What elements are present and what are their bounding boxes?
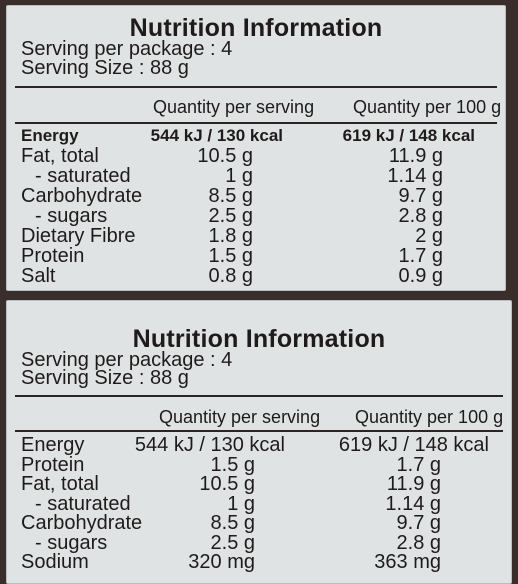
per-serving-value: 1.8 g [208,225,253,247]
nutrient-rows: Energy 544 kJ / 130 kcal 619 kJ / 148 kc… [21,126,495,286]
nutrient-label: Fat, total [21,145,99,167]
table-row: Protein 1.5 g 1.7 g [21,246,495,266]
table-row: Energy 544 kJ / 130 kcal 619 kJ / 148 kc… [21,435,501,455]
table-row: - saturated 1 g 1.14 g [21,166,495,186]
nutrient-label: - saturated [35,492,131,515]
per-serving-value: 0.8 g [208,265,253,287]
per-serving-value: 8.5 g [210,512,255,534]
table-row: Fat, total 10.5 g 11.9 g [21,474,501,494]
per-serving-value: 10.5 g [199,473,255,495]
table-row: - saturated 1 g 1.14 g [21,494,501,514]
per-100g-value: 9.7 g [398,185,443,207]
column-header-per-100g: Quantity per 100 g [353,97,502,117]
divider [15,86,497,88]
column-header-per-serving: Quantity per serving [159,407,321,427]
nutrient-label: Carbohydrate [21,512,143,534]
table-row: Salt 0.8 g 0.9 g [21,266,495,286]
per-serving-value: 320 mg [188,551,255,573]
nutrient-rows: Energy 544 kJ / 130 kcal 619 kJ / 148 kc… [21,435,501,572]
per-100g-value: 619 kJ / 148 kcal [342,126,475,145]
table-row: - sugars 2.5 g 2.8 g [21,206,495,226]
per-100g-value: 2.8 g [398,205,443,227]
per-serving-value: 8.5 g [208,185,253,207]
table-row: Sodium 320 mg 363 mg [21,552,501,572]
per-100g-value: 363 mg [374,551,441,573]
nutrition-panel-top: Nutrition Information Serving per packag… [6,5,506,291]
divider [15,122,497,124]
panel-title: Nutrition Information [129,14,383,42]
nutrient-label: Dietary Fibre [21,225,136,247]
serving-per-package: Serving per package : 4 [21,38,233,60]
nutrient-label: Fat, total [21,473,99,495]
nutrient-label: Protein [21,453,85,476]
per-serving-value: 1.5 g [210,453,255,476]
serving-size: Serving Size : 88 g [21,57,189,79]
nutrient-label: Carbohydrate [21,185,143,207]
table-row: Carbohydrate 8.5 g 9.7 g [21,186,495,206]
divider [15,395,503,397]
per-100g-value: 1.7 g [398,245,443,267]
table-row: Energy 544 kJ / 130 kcal 619 kJ / 148 kc… [21,126,495,146]
per-serving-value: 1 g [225,165,253,187]
per-100g-value: 11.9 g [388,145,443,167]
panel-title: Nutrition Information [132,325,386,353]
per-100g-value: 1.14 g [385,492,441,515]
table-row: - sugars 2.5 g 2.8 g [21,533,501,553]
per-serving-value: 544 kJ / 130 kcal [134,434,285,456]
nutrient-label: Sodium [21,551,89,573]
column-header-per-100g: Quantity per 100 g [355,407,504,427]
nutrition-panel-bottom: Nutrition Information Serving per packag… [6,300,512,584]
per-100g-value: 11.9 g [386,473,441,495]
per-serving-value: 2.5 g [210,531,255,554]
per-serving-value: 544 kJ / 130 kcal [150,126,283,145]
nutrient-label: Protein [21,245,85,267]
per-100g-value: 0.9 g [398,265,443,287]
column-header-per-serving: Quantity per serving [153,97,315,117]
table-row: Carbohydrate 8.5 g 9.7 g [21,513,501,533]
nutrient-label: - sugars [35,531,108,554]
nutrient-label: Salt [21,265,56,287]
per-serving-value: 1.5 g [208,245,253,267]
per-serving-value: 2.5 g [208,205,253,227]
nutrient-label: Energy [21,434,85,456]
per-100g-value: 2.8 g [396,531,441,554]
divider [15,430,503,432]
table-row: Fat, total 10.5 g 11.9 g [21,146,495,166]
table-row: Dietary Fibre 1.8 g 2 g [21,226,495,246]
table-row: Protein 1.5 g 1.7 g [21,455,501,475]
nutrient-label: - sugars [35,205,108,227]
per-100g-value: 1.14 g [387,165,443,187]
nutrient-label: Energy [21,126,79,145]
per-serving-value: 1 g [227,492,255,515]
per-100g-value: 619 kJ / 148 kcal [338,434,489,456]
per-100g-value: 9.7 g [396,512,441,534]
per-serving-value: 10.5 g [197,145,253,167]
per-100g-value: 1.7 g [396,453,441,476]
per-100g-value: 2 g [415,225,443,247]
nutrient-label: - saturated [35,165,131,187]
serving-per-package: Serving per package : 4 [21,349,233,371]
serving-size: Serving Size : 88 g [21,367,189,389]
